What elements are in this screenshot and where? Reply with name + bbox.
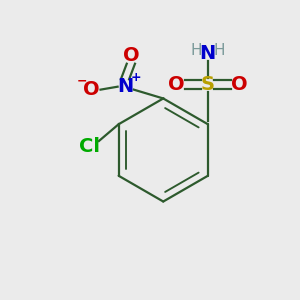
Text: H: H	[213, 43, 225, 58]
Text: O: O	[83, 80, 100, 99]
Text: N: N	[200, 44, 216, 63]
Text: S: S	[201, 75, 215, 94]
Text: −: −	[77, 74, 88, 87]
Text: O: O	[122, 46, 139, 65]
Text: H: H	[191, 43, 203, 58]
Text: N: N	[117, 77, 133, 96]
Text: O: O	[168, 75, 184, 94]
Text: Cl: Cl	[79, 137, 100, 156]
Text: O: O	[231, 75, 248, 94]
Text: +: +	[130, 71, 141, 84]
